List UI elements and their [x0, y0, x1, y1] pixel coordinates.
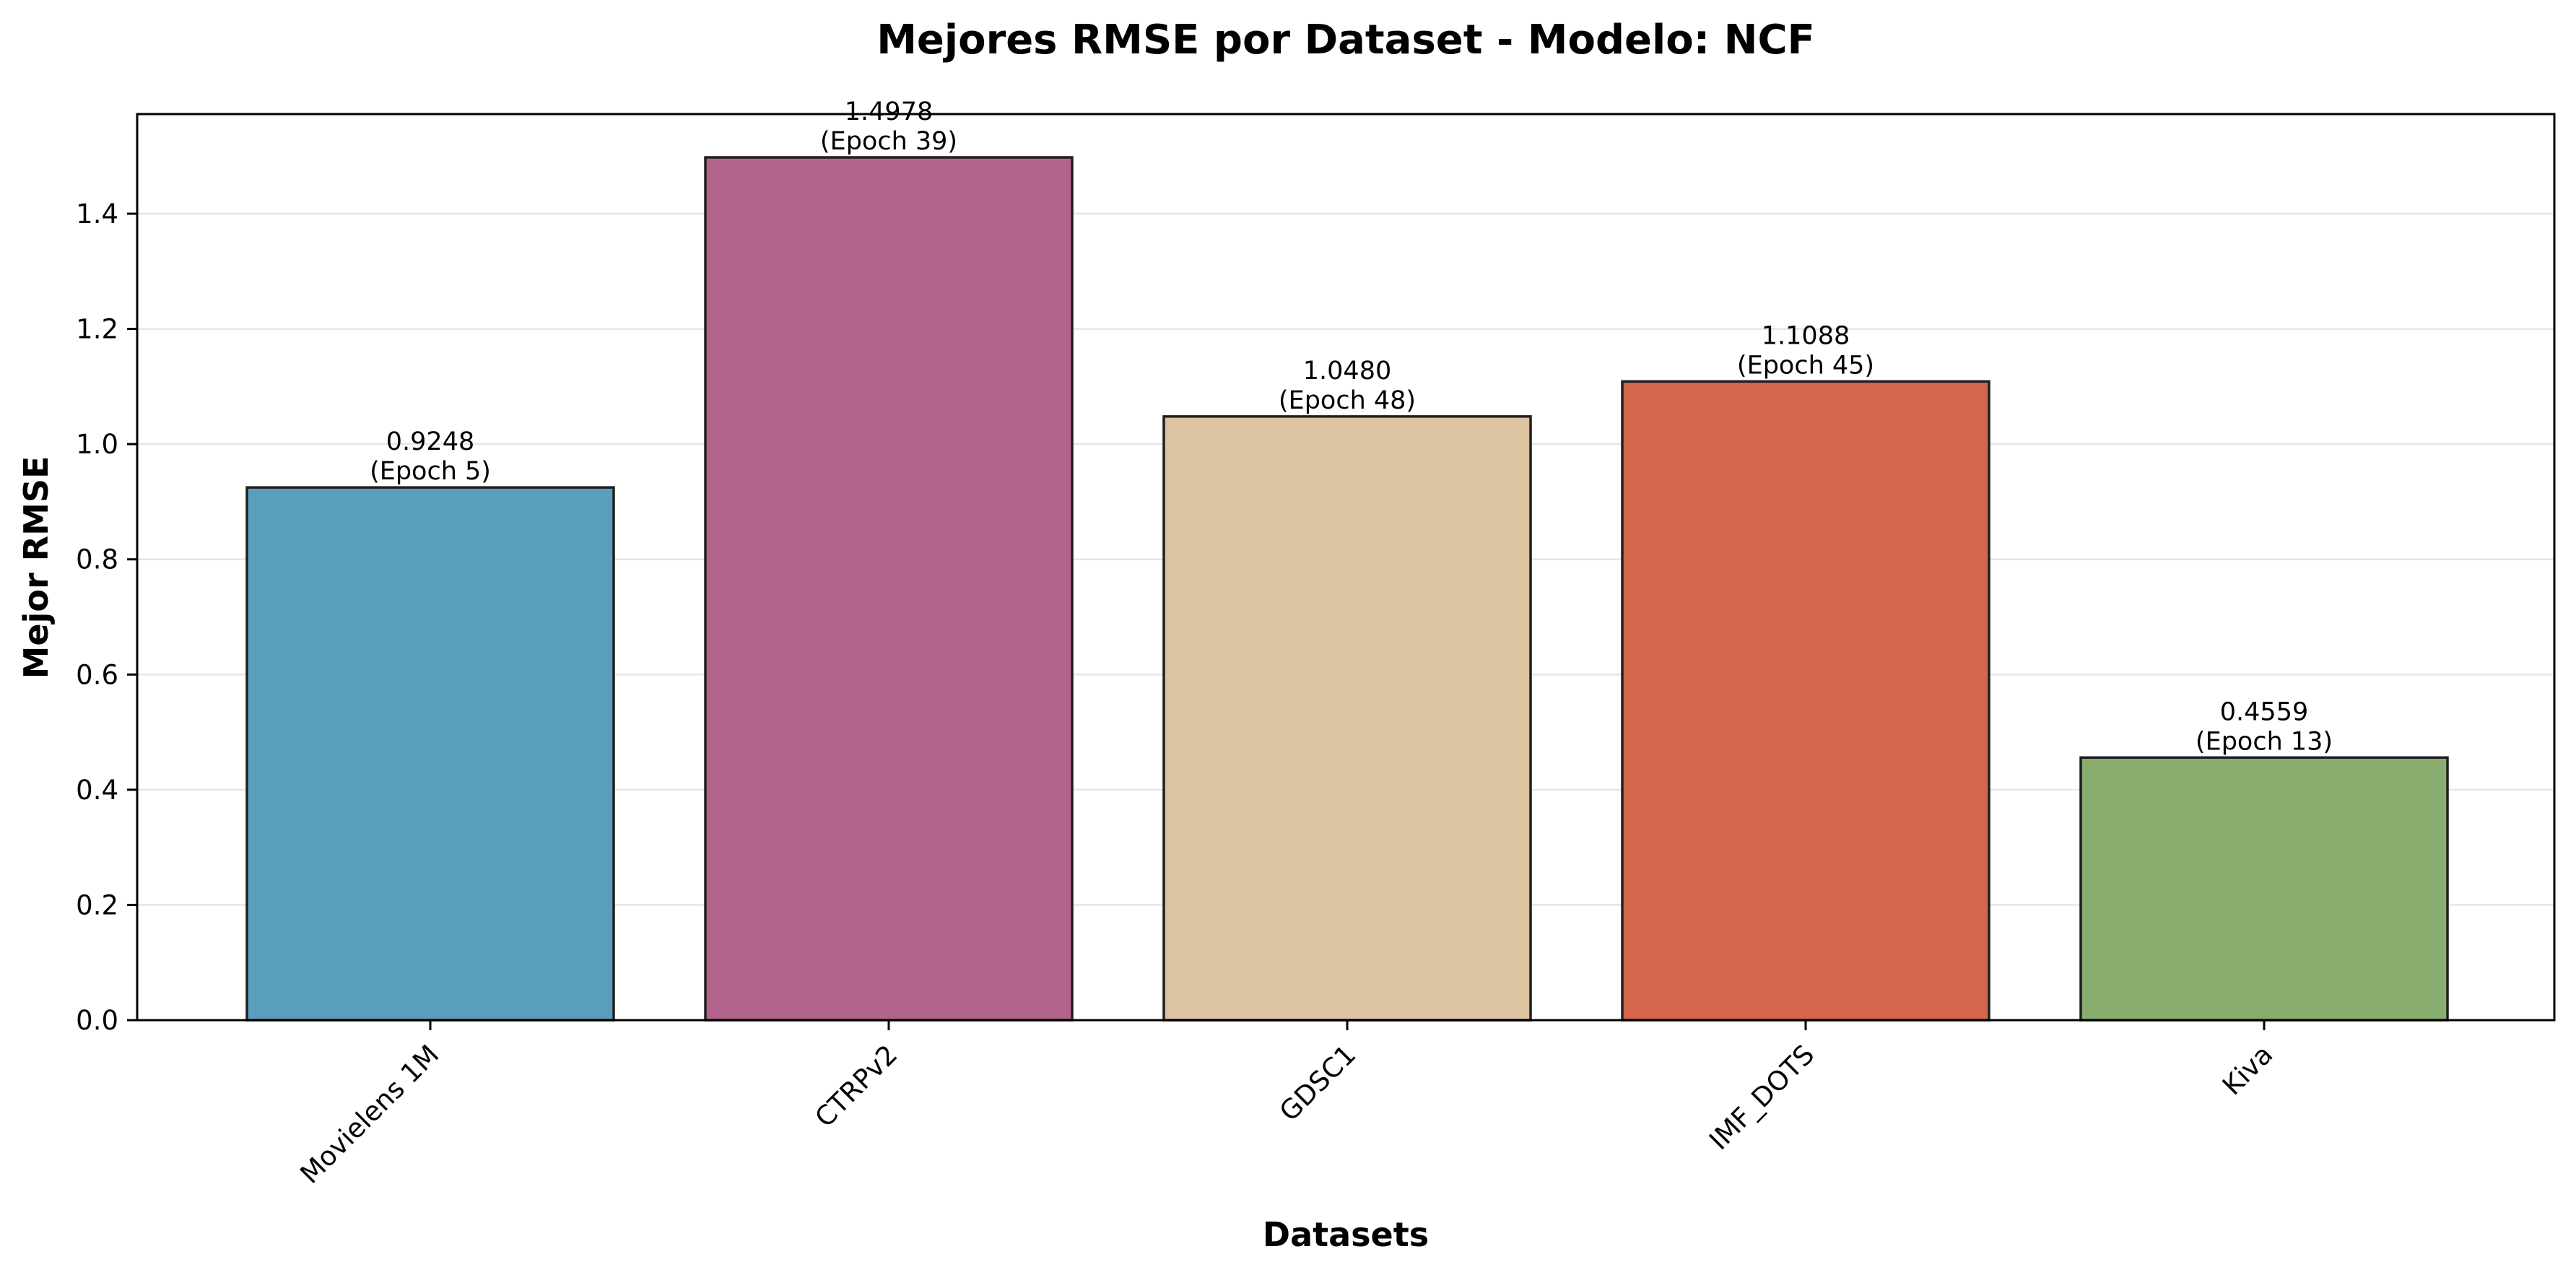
bar-value-label: 1.0480 [1303, 357, 1391, 386]
x-axis-ticks: Movielens 1M CTRPv2 GDSC1 IMF_DOTS Kiva [294, 1020, 2279, 1190]
bar-epoch-label: (Epoch 5) [370, 457, 491, 486]
bar-epoch-label: (Epoch 39) [820, 127, 957, 156]
bars [245, 156, 2449, 1022]
x-tick-label: Kiva [2216, 1039, 2279, 1101]
chart-title: Mejores RMSE por Dataset - Modelo: NCF [876, 17, 1815, 64]
bar [704, 156, 1074, 1022]
data-labels: 0.9248(Epoch 5)1.4978(Epoch 39)1.0480(Ep… [370, 97, 2333, 756]
plot-frame [136, 113, 2556, 1022]
x-axis-label: Datasets [1263, 1215, 1429, 1254]
x-tick-label: Movielens 1M [294, 1039, 445, 1190]
bar-epoch-label: (Epoch 45) [1737, 351, 1874, 380]
y-tick-label: 0.2 [76, 889, 118, 921]
y-axis-label: Mejor RMSE [17, 456, 56, 679]
bar [1162, 415, 1532, 1022]
bar [2079, 756, 2449, 1022]
y-tick-label: 1.2 [76, 314, 118, 345]
x-tick-label: GDSC1 [1274, 1039, 1362, 1127]
x-tick-label: IMF_DOTS [1703, 1039, 1820, 1156]
y-tick-label: 0.4 [76, 775, 118, 806]
bar-value-label: 1.1088 [1762, 321, 1850, 350]
y-tick-label: 1.0 [76, 429, 118, 460]
y-tick-label: 1.4 [76, 199, 118, 230]
bar-value-label: 1.4978 [845, 97, 933, 126]
bar-epoch-label: (Epoch 48) [1279, 386, 1416, 415]
bar-value-label: 0.4559 [2220, 697, 2308, 726]
bar-epoch-label: (Epoch 13) [2196, 727, 2333, 756]
bar [1621, 380, 1990, 1022]
bar-value-label: 0.9248 [386, 427, 474, 456]
y-tick-label: 0.0 [76, 1005, 118, 1036]
x-tick-label: CTRPv2 [809, 1039, 904, 1133]
bar [245, 486, 615, 1022]
y-tick-label: 0.8 [76, 544, 118, 575]
y-axis-ticks: 0.0 0.2 0.4 0.6 0.8 1.0 1.2 1.4 [76, 199, 137, 1036]
y-tick-label: 0.6 [76, 659, 118, 690]
